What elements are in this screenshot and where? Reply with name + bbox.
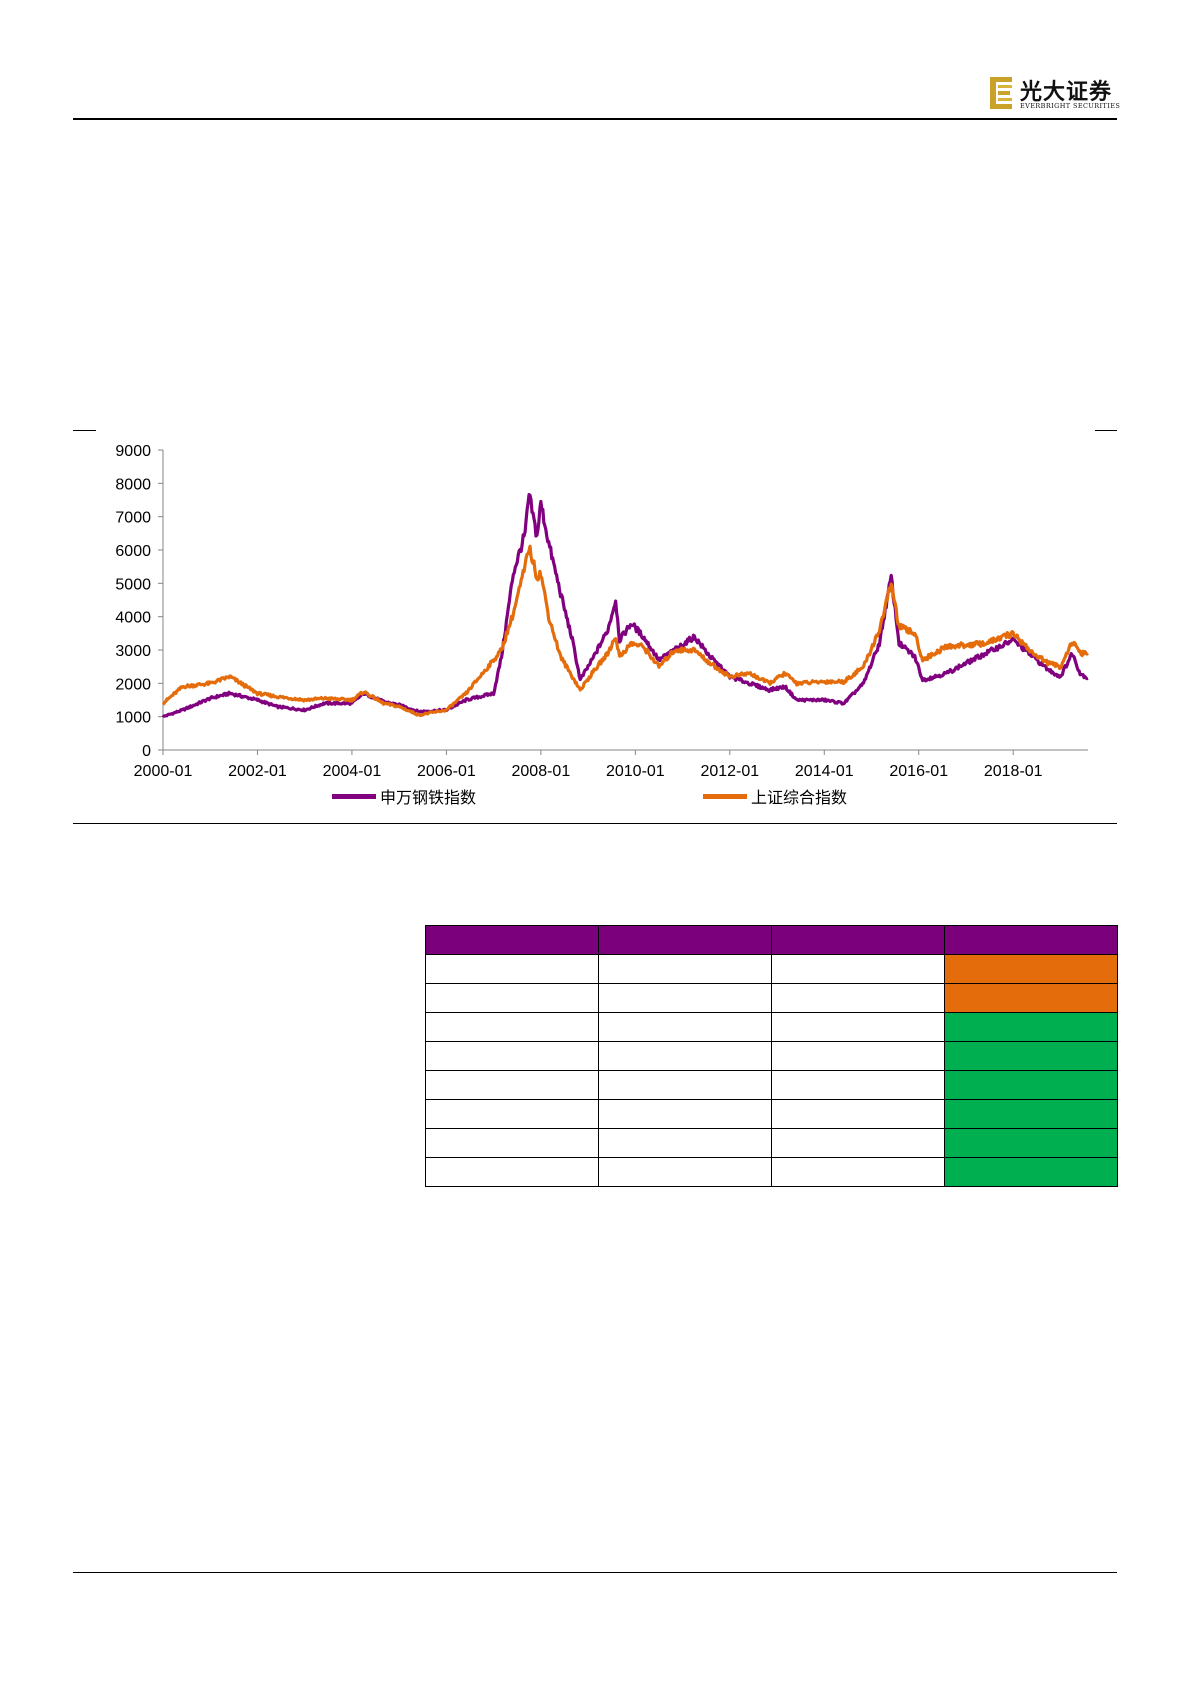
table-row	[425, 1070, 1118, 1100]
chart-axes	[162, 450, 1088, 751]
y-axis-ticks: 0 1000 2000 3000 4000 5000 6000 7000 8000 9000	[115, 443, 163, 760]
x-tick-label: 2016-01	[889, 763, 948, 780]
y-tick-label: 1000	[115, 710, 151, 727]
table-cell	[771, 1041, 945, 1071]
table-cell	[425, 983, 599, 1013]
y-tick-label: 7000	[115, 510, 151, 527]
table-row	[425, 954, 1118, 984]
table-cell	[771, 1070, 945, 1100]
legend-item-steel: 申万钢铁指数	[332, 786, 477, 807]
legend-swatch-shanghai	[703, 793, 747, 799]
table-header-cell	[598, 925, 772, 955]
table-cell	[598, 1157, 772, 1187]
table-header-row	[425, 925, 1118, 955]
data-table	[425, 925, 1118, 1187]
table-header-cell	[425, 925, 599, 955]
table-row	[425, 1128, 1118, 1158]
y-tick-label: 4000	[115, 610, 151, 627]
y-tick-label: 2000	[115, 676, 151, 693]
x-tick-label: 2006-01	[417, 763, 476, 780]
header-rule	[73, 118, 1117, 120]
chart-top-rule-left	[73, 430, 96, 431]
table-cell	[598, 1041, 772, 1071]
chart-bottom-rule	[73, 823, 1117, 824]
x-tick-label: 2018-01	[984, 763, 1043, 780]
table-cell	[598, 1128, 772, 1158]
footer-rule	[73, 1572, 1117, 1573]
table-cell	[425, 1012, 599, 1042]
table-cell	[598, 1070, 772, 1100]
x-tick-label: 2000-01	[134, 763, 193, 780]
logo-e-icon	[990, 77, 1012, 109]
table-status-cell	[944, 1128, 1118, 1158]
table-row	[425, 983, 1118, 1013]
table-cell	[598, 1012, 772, 1042]
brand-name-en: EVERBRIGHT SECURITIES	[1020, 102, 1121, 110]
table-body	[425, 954, 1118, 1187]
x-tick-label: 2010-01	[606, 763, 665, 780]
table-status-cell	[944, 1099, 1118, 1129]
table-cell	[771, 1128, 945, 1158]
table-cell	[771, 1099, 945, 1129]
table-cell	[598, 983, 772, 1013]
legend-swatch-steel	[332, 793, 376, 799]
legend-label-shanghai: 上证综合指数	[751, 790, 848, 807]
table-status-cell	[944, 1157, 1118, 1187]
series-line-shanghai-composite	[161, 544, 1089, 718]
legend-item-shanghai: 上证综合指数	[703, 786, 848, 807]
table-status-cell	[944, 1070, 1118, 1100]
x-tick-label: 2008-01	[512, 763, 571, 780]
index-line-chart: 0 1000 2000 3000 4000 5000 6000 7000 8000 9000 20…	[115, 443, 1089, 780]
table-row	[425, 1099, 1118, 1129]
table-header-cell	[771, 925, 945, 955]
x-tick-label: 2012-01	[700, 763, 759, 780]
table-row	[425, 1012, 1118, 1042]
y-tick-label: 6000	[115, 543, 151, 560]
table-row	[425, 1041, 1118, 1071]
table-cell	[598, 954, 772, 984]
y-tick-label: 5000	[115, 576, 151, 593]
x-tick-label: 2002-01	[228, 763, 287, 780]
x-tick-label: 2014-01	[795, 763, 854, 780]
table-status-cell	[944, 983, 1118, 1013]
table-cell	[771, 1012, 945, 1042]
y-tick-label: 3000	[115, 643, 151, 660]
company-logo: 光大证券 EVERBRIGHT SECURITIES	[990, 74, 1120, 114]
table-cell	[425, 1070, 599, 1100]
table-status-cell	[944, 1041, 1118, 1071]
y-tick-label: 0	[142, 743, 151, 760]
table-row	[425, 1157, 1118, 1187]
table-header-cell	[944, 925, 1118, 955]
legend-label-steel: 申万钢铁指数	[380, 790, 477, 807]
table-cell	[425, 954, 599, 984]
table-cell	[771, 983, 945, 1013]
x-tick-label: 2004-01	[323, 763, 382, 780]
table-cell	[771, 954, 945, 984]
series-line-steel-index	[161, 492, 1089, 719]
chart-series	[161, 492, 1089, 719]
table-status-cell	[944, 1012, 1118, 1042]
table-cell	[425, 1041, 599, 1071]
table-cell	[425, 1157, 599, 1187]
x-axis-ticks: 2000-01 2002-01 2004-01 2006-01 2008-01 2010-…	[134, 750, 1043, 780]
y-tick-label: 9000	[115, 443, 151, 460]
chart-top-rule-right	[1095, 430, 1117, 431]
table-cell	[425, 1099, 599, 1129]
table-status-cell	[944, 954, 1118, 984]
table-cell	[598, 1099, 772, 1129]
table-cell	[771, 1157, 945, 1187]
table-cell	[425, 1128, 599, 1158]
brand-name-cn: 光大证券	[1020, 79, 1113, 105]
y-tick-label: 8000	[115, 476, 151, 493]
